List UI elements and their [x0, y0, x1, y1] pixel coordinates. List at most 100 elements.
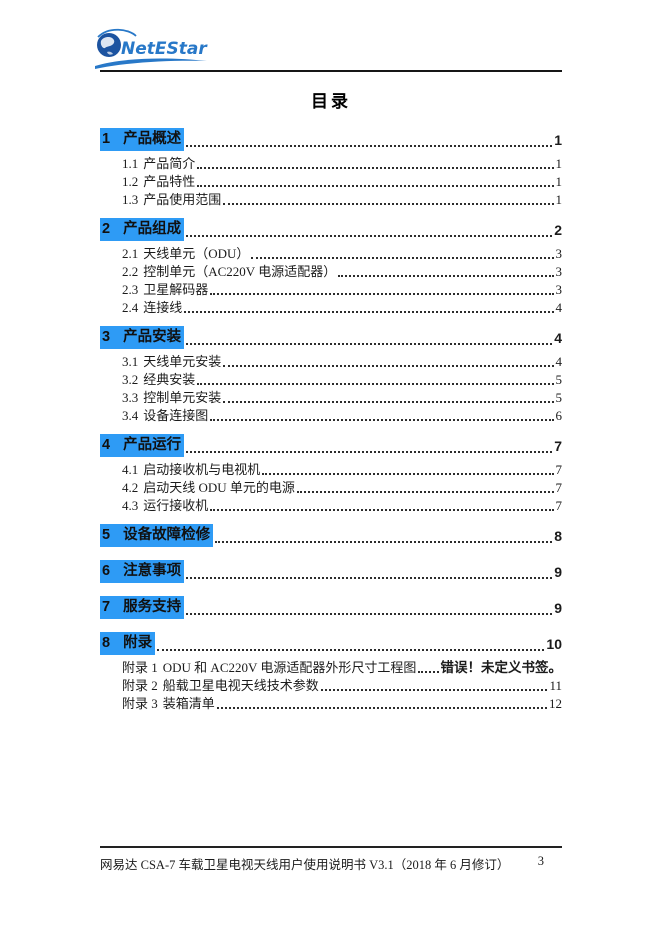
toc-entry[interactable]: 附录 3 装箱清单 12 — [122, 695, 562, 713]
toc-entry-label: 设备故障检修 — [123, 527, 211, 543]
toc-entry-label: 启动天线 ODU 单元的电源 — [143, 480, 295, 495]
swoosh-icon — [95, 58, 207, 69]
footer-document-title: 网易达 CSA-7 车载卫星电视天线用户使用说明书 V3.1（2018 年 6 … — [100, 858, 510, 872]
toc-entry-text: 1 产品概述 — [100, 128, 185, 151]
toc-entry-number: 1.2 — [122, 174, 139, 189]
toc-entry-label: 产品组成 — [123, 221, 182, 237]
toc-entry-page: 12 — [549, 696, 562, 711]
toc-entry[interactable]: 4.2 启动天线 ODU 单元的电源 7 — [122, 479, 562, 497]
toc-entry-page: 7 — [555, 462, 563, 477]
toc-entry-label: 产品运行 — [123, 437, 182, 453]
toc-entry[interactable]: 5 设备故障检修 8 — [100, 524, 562, 547]
toc-entry-page: 1 — [555, 192, 563, 207]
toc-entry[interactable]: 2 产品组成 2 — [100, 218, 562, 241]
toc-entry-text: 2.1 天线单元（ODU） — [122, 245, 249, 263]
toc-entry-text: 附录 2 船载卫星电视天线技术参数 — [122, 677, 319, 695]
toc-entry[interactable]: 附录 2 船载卫星电视天线技术参数 11 — [122, 677, 562, 695]
toc-entry[interactable]: 2.2 控制单元（AC220V 电源适配器） 3 — [122, 263, 562, 281]
toc-entry-label: 产品安装 — [123, 329, 182, 345]
toc-entry-number: 附录 3 — [122, 696, 158, 711]
toc-entry-label: 启动接收机与电视机 — [143, 462, 261, 477]
toc-entry-page: 4 — [555, 354, 563, 369]
toc-entry[interactable]: 附录 1 ODU 和 AC220V 电源适配器外形尺寸工程图 错误！未定义书签。 — [122, 659, 562, 677]
toc-entry-text: 4 产品运行 — [100, 434, 185, 457]
toc-entry-page: 7 — [555, 480, 563, 495]
toc-entry-number: 2 — [102, 221, 111, 237]
toc-entry-text: 3.1 天线单元安装 — [122, 353, 221, 371]
toc-entry[interactable]: 6 注意事项 9 — [100, 560, 562, 583]
toc-entry[interactable]: 3.2 经典安装 5 — [122, 371, 562, 389]
toc-entry[interactable]: 1.1 产品简介 1 — [122, 155, 562, 173]
toc-entry-text: 1.3 产品使用范围 — [122, 191, 221, 209]
toc-entry-number: 4.1 — [122, 462, 139, 477]
toc-entry-text: 2.4 连接线 — [122, 299, 182, 317]
toc-entry-text: 4.3 运行接收机 — [122, 497, 208, 515]
toc-entry[interactable]: 1.3 产品使用范围 1 — [122, 191, 562, 209]
toc-entry-number: 1 — [102, 131, 111, 147]
brand-logo: NetEStar — [93, 28, 213, 72]
toc-entry-number: 3.1 — [122, 354, 139, 369]
toc-entry-label: 船载卫星电视天线技术参数 — [162, 678, 319, 693]
toc-entry-number: 4 — [102, 437, 111, 453]
toc-entry-number: 附录 2 — [122, 678, 158, 693]
toc-entry-text: 2 产品组成 — [100, 218, 185, 241]
toc-entry-number: 1.3 — [122, 192, 139, 207]
toc-entry[interactable]: 1 产品概述 1 — [100, 128, 562, 151]
toc-entry-number: 4.3 — [122, 498, 139, 513]
toc-entry-page: 1 — [555, 156, 563, 171]
toc-entry-page: 错误！未定义书签。 — [440, 660, 563, 675]
toc-entry-label: 运行接收机 — [143, 498, 209, 513]
toc-entry[interactable]: 3.4 设备连接图 6 — [122, 407, 562, 425]
toc-entry-text: 4.1 启动接收机与电视机 — [122, 461, 260, 479]
toc-entry-label: 控制单元（AC220V 电源适配器） — [143, 264, 337, 279]
toc-entry-number: 2.2 — [122, 264, 139, 279]
toc-entry-page: 10 — [546, 636, 562, 652]
toc-entry-text: 4.2 启动天线 ODU 单元的电源 — [122, 479, 295, 497]
toc-entry-label: 天线单元安装 — [143, 354, 222, 369]
toc-entry-page: 4 — [555, 300, 563, 315]
toc-entry[interactable]: 2.1 天线单元（ODU） 3 — [122, 245, 562, 263]
toc-entry[interactable]: 8 附录 10 — [100, 632, 562, 655]
toc-entry-label: 天线单元（ODU） — [143, 246, 250, 261]
toc-entry-page: 7 — [555, 498, 563, 513]
toc-entry-label: 产品简介 — [143, 156, 196, 171]
toc-entry[interactable]: 3.3 控制单元安装 5 — [122, 389, 562, 407]
toc-entry-number: 6 — [102, 563, 111, 579]
toc-entry-number: 8 — [102, 635, 111, 651]
toc-entry[interactable]: 2.4 连接线 4 — [122, 299, 562, 317]
toc-entry-label: 产品特性 — [143, 174, 196, 189]
toc-entry-number: 7 — [102, 599, 111, 615]
toc-entry-text: 5 设备故障检修 — [100, 524, 214, 547]
toc-entry-text: 7 服务支持 — [100, 596, 185, 619]
toc-entry[interactable]: 3 产品安装 4 — [100, 326, 562, 349]
toc-entry-text: 2.2 控制单元（AC220V 电源适配器） — [122, 263, 336, 281]
toc-entry[interactable]: 4 产品运行 7 — [100, 434, 562, 457]
toc-entry[interactable]: 2.3 卫星解码器 3 — [122, 281, 562, 299]
toc-entry[interactable]: 1.2 产品特性 1 — [122, 173, 562, 191]
toc-entry-text: 1.2 产品特性 — [122, 173, 195, 191]
toc-entry-text: 附录 3 装箱清单 — [122, 695, 215, 713]
toc-entry-page: 3 — [555, 282, 563, 297]
toc-entry-number: 3.3 — [122, 390, 139, 405]
toc-entry-page: 8 — [554, 528, 562, 544]
toc-entry-number: 3.2 — [122, 372, 139, 387]
toc-entry-label: 产品概述 — [123, 131, 182, 147]
toc-entry-text: 3 产品安装 — [100, 326, 185, 349]
toc-entry[interactable]: 7 服务支持 9 — [100, 596, 562, 619]
toc-entry-page: 9 — [554, 600, 562, 616]
toc-entry-text: 2.3 卫星解码器 — [122, 281, 208, 299]
toc-entry-label: 附录 — [123, 635, 153, 651]
toc-entry-number: 5 — [102, 527, 111, 543]
toc-entry-page: 1 — [555, 174, 563, 189]
toc-entry-number: 附录 1 — [122, 660, 158, 675]
toc-entry-page: 5 — [555, 372, 563, 387]
toc-entry[interactable]: 3.1 天线单元安装 4 — [122, 353, 562, 371]
toc-entry[interactable]: 4.1 启动接收机与电视机 7 — [122, 461, 562, 479]
page-title: 目录 — [311, 92, 351, 111]
toc-entry[interactable]: 4.3 运行接收机 7 — [122, 497, 562, 515]
toc-entry-number: 2.1 — [122, 246, 139, 261]
toc-entry-text: 3.2 经典安装 — [122, 371, 195, 389]
toc-entry-text: 8 附录 — [100, 632, 156, 655]
toc-entry-page: 2 — [554, 222, 562, 238]
toc-entry-label: 产品使用范围 — [143, 192, 222, 207]
